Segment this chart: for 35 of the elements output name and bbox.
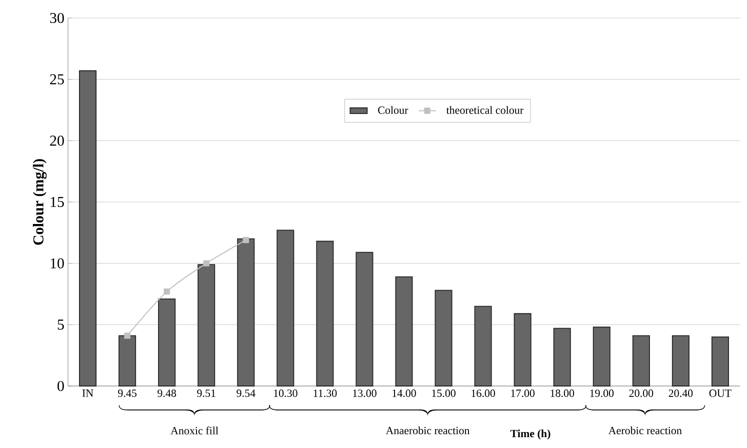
- x-tick-label: 9.45: [118, 390, 136, 397]
- text: Aerobic reaction: [608, 426, 682, 434]
- x-axis-title: Time (h): [510, 430, 550, 440]
- y-tick-label: 0: [58, 380, 64, 392]
- text: Anoxic fill: [170, 426, 218, 434]
- x-tick-label: 20.00: [629, 390, 654, 398]
- legend-label: theoretical colour: [446, 106, 524, 114]
- y-tick-label: 15: [50, 196, 64, 208]
- point: [203, 260, 210, 266]
- x-tick-label: 9.51: [197, 390, 216, 397]
- x-tick-label: 19.00: [590, 390, 614, 398]
- x-tick-label: 14.00: [392, 390, 416, 398]
- x-tick-label: 16.00: [472, 390, 496, 398]
- x-tick-label: OUT: [709, 390, 732, 397]
- x-tick-label: 17.00: [511, 390, 535, 398]
- y-tick-label: 25: [50, 74, 64, 84]
- x-tick-label: 15.00: [432, 390, 456, 398]
- x-tick-label: 20.40: [668, 390, 693, 398]
- point: [164, 288, 170, 295]
- point: [124, 332, 130, 339]
- x-tick-label: 10.30: [274, 390, 298, 398]
- y-tick-label: 20: [50, 136, 64, 146]
- x-tick-label: 9.48: [158, 390, 176, 398]
- point: [242, 236, 249, 244]
- x-tick-label: IN: [82, 390, 94, 397]
- x-tick-label: 9.54: [236, 390, 256, 397]
- x-tick-label: 11.30: [314, 390, 337, 398]
- y-tick-label: 5: [58, 320, 64, 330]
- y-tick-label: 10: [50, 258, 64, 268]
- text: Anaerobic reaction: [386, 426, 470, 434]
- x-tick-label: 13.00: [353, 390, 376, 398]
- legend-label: Colour: [378, 106, 408, 114]
- y-axis-title: Colour (mg/l): [32, 159, 47, 245]
- x-tick-label: 18.00: [550, 390, 574, 398]
- y-tick-label: 30: [50, 12, 64, 24]
